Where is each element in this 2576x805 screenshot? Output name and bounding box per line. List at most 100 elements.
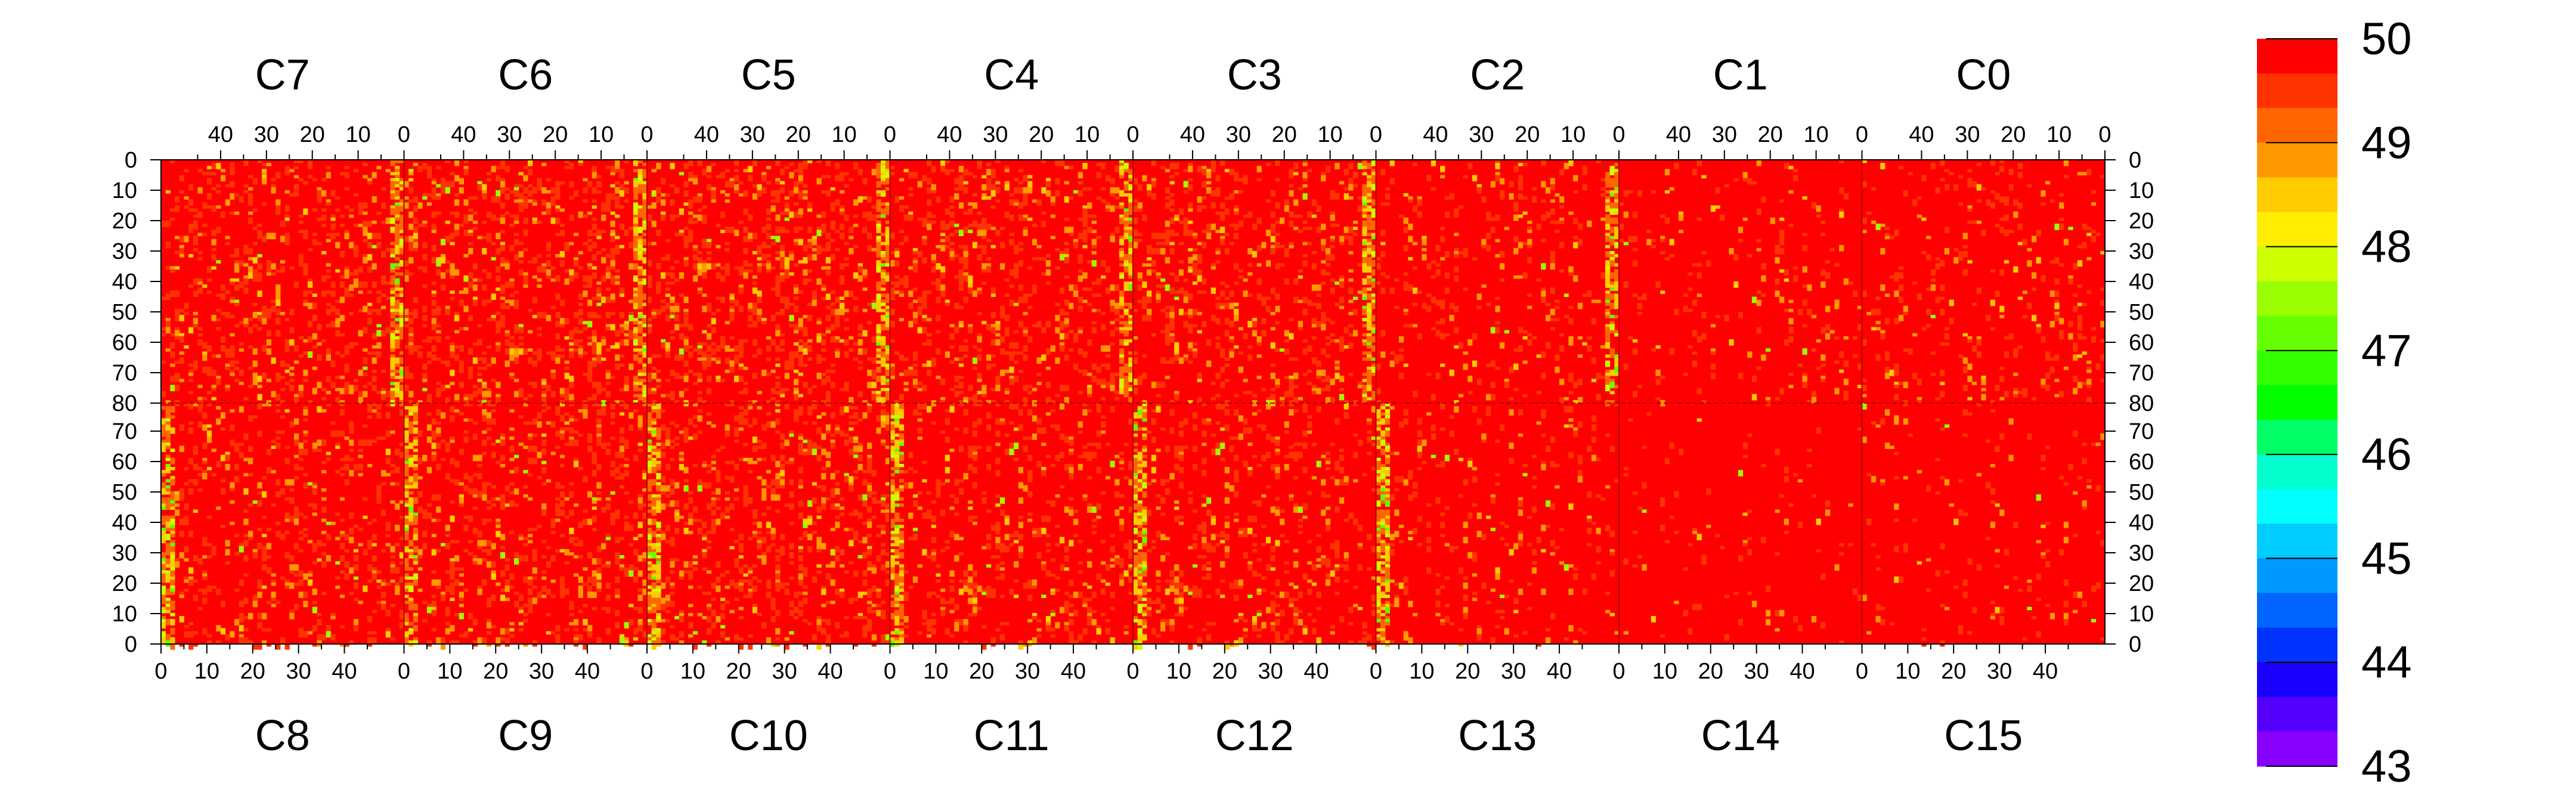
heatmap-cell	[257, 327, 262, 331]
heatmap-cell	[184, 345, 189, 349]
heatmap-cell	[706, 263, 712, 270]
heatmap-cell	[917, 327, 922, 334]
heatmap-cell	[422, 619, 428, 623]
heatmap-cell	[885, 552, 890, 556]
heatmap-cell	[426, 360, 432, 364]
heatmap-cell	[559, 549, 565, 553]
heatmap-cell	[504, 351, 510, 355]
heatmap-cell	[399, 351, 404, 355]
heatmap-cell	[564, 318, 569, 324]
heatmap-cell	[353, 169, 359, 172]
heatmap-cell	[619, 287, 625, 294]
heatmap-cell	[367, 290, 373, 294]
heatmap-cell	[275, 205, 281, 212]
heatmap-cell	[395, 388, 400, 392]
heatmap-cell	[550, 187, 556, 194]
heatmap-cell	[528, 382, 533, 385]
heatmap-cell	[624, 491, 629, 495]
heatmap-cell	[220, 336, 226, 343]
heatmap-cell	[441, 272, 446, 279]
heatmap-cell	[647, 467, 652, 473]
heatmap-cell	[528, 169, 533, 175]
heatmap-cell	[559, 208, 565, 212]
heatmap-cell	[335, 512, 340, 516]
heatmap-cell	[376, 211, 382, 215]
heatmap-cell	[651, 409, 657, 413]
heatmap-cell	[179, 339, 184, 343]
heatmap-cell	[482, 247, 487, 255]
heatmap-cell	[688, 369, 693, 373]
heatmap-cell	[784, 589, 789, 595]
heatmap-cell	[559, 464, 565, 467]
heatmap-cell	[284, 457, 290, 465]
heatmap-cell	[683, 439, 689, 443]
heatmap-cell	[381, 592, 386, 598]
heatmap-cell	[363, 385, 368, 388]
heatmap-cell	[688, 205, 693, 209]
heatmap-cell	[482, 637, 487, 644]
heatmap-cell	[670, 299, 675, 304]
heatmap-cell	[408, 512, 414, 516]
heatmap-cell	[230, 172, 235, 175]
heatmap-cell	[477, 181, 482, 185]
heatmap-cell	[784, 230, 789, 233]
heatmap-cell	[482, 558, 487, 562]
heatmap-cell	[752, 233, 758, 240]
heatmap-cell	[766, 421, 772, 428]
heatmap-cell	[413, 521, 419, 525]
heatmap-cell	[234, 360, 240, 364]
heatmap-cell	[486, 412, 492, 416]
heatmap-cell	[184, 589, 189, 592]
heatmap-cell	[881, 415, 886, 422]
heatmap-cell	[206, 555, 212, 559]
heatmap-cell	[408, 318, 414, 324]
heatmap-cell	[496, 525, 501, 528]
heatmap-cell	[633, 196, 639, 200]
heatmap-cell	[734, 169, 739, 172]
heatmap-cell	[605, 348, 611, 352]
heatmap-cell	[463, 485, 469, 492]
heatmap-cell	[431, 345, 436, 352]
heatmap-cell	[165, 348, 171, 352]
heatmap-cell	[637, 278, 643, 282]
heatmap-cell	[408, 178, 414, 182]
heatmap-cell	[500, 217, 506, 224]
heatmap-cell	[344, 573, 349, 580]
heatmap-cell	[482, 366, 487, 370]
heatmap-cell	[518, 202, 524, 209]
heatmap-cell	[293, 518, 299, 525]
heatmap-cell	[477, 324, 482, 327]
heatmap-cell	[688, 211, 693, 215]
heatmap-cell	[752, 445, 758, 453]
heatmap-cell	[463, 418, 469, 422]
heatmap-cell	[862, 330, 868, 337]
heatmap-cell	[184, 625, 189, 628]
heatmap-cell	[257, 254, 262, 258]
heatmap-cell	[784, 217, 789, 221]
heatmap-cell	[188, 403, 194, 407]
heatmap-cell	[293, 506, 299, 513]
heatmap-cell	[734, 561, 739, 568]
heatmap-cell	[509, 634, 515, 638]
heatmap-cell	[225, 242, 230, 246]
heatmap-cell	[454, 640, 460, 644]
heatmap-cell	[647, 318, 652, 321]
heatmap-cell	[748, 175, 753, 182]
heatmap-cell	[179, 254, 184, 258]
heatmap-cell	[395, 451, 400, 456]
heatmap-cell	[752, 321, 758, 324]
heatmap-cell	[881, 272, 886, 279]
heatmap-cell	[651, 582, 657, 589]
heatmap-cell	[692, 561, 698, 565]
heatmap-cell	[702, 464, 707, 467]
heatmap-cell	[358, 308, 363, 312]
heatmap-cell	[312, 485, 317, 489]
heatmap-cell	[188, 531, 194, 537]
heatmap-cell	[885, 482, 890, 486]
heatmap-cell	[844, 242, 849, 246]
heatmap-cell	[692, 643, 698, 650]
heatmap-cell	[298, 254, 304, 261]
heatmap-cell	[683, 190, 689, 197]
heatmap-cell	[472, 357, 478, 364]
heatmap-cell	[583, 290, 588, 297]
